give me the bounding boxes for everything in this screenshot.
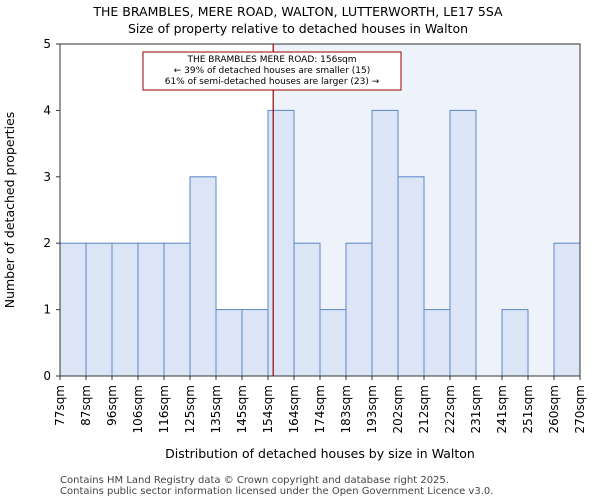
y-tick-label: 0 bbox=[43, 369, 51, 383]
x-tick-label: 231sqm bbox=[469, 385, 483, 433]
x-tick-label: 174sqm bbox=[313, 385, 327, 433]
x-tick-label: 212sqm bbox=[417, 385, 431, 433]
x-tick-label: 106sqm bbox=[131, 385, 145, 433]
bar-96sqm bbox=[111, 242, 139, 377]
bar-154sqm bbox=[267, 109, 295, 377]
y-tick-label: 2 bbox=[43, 236, 51, 250]
footer-line-1: Contains HM Land Registry data © Crown c… bbox=[60, 475, 449, 486]
annotation-line-3: 61% of semi-detached houses are larger (… bbox=[165, 77, 380, 87]
bar-193sqm bbox=[371, 109, 399, 377]
x-tick-label: 154sqm bbox=[261, 385, 275, 433]
y-tick-label: 5 bbox=[43, 37, 51, 51]
chart-subtitle: Size of property relative to detached ho… bbox=[128, 21, 468, 36]
bar-125sqm bbox=[189, 176, 217, 377]
annotation-line-2: ← 39% of detached houses are smaller (15… bbox=[174, 66, 371, 76]
bar-77sqm bbox=[59, 242, 87, 377]
annotation-box: THE BRAMBLES MERE ROAD: 156sqm ← 39% of … bbox=[142, 51, 402, 91]
annotation-line-1: THE BRAMBLES MERE ROAD: 156sqm bbox=[186, 55, 356, 65]
y-axis: 0 1 2 3 4 5 bbox=[43, 37, 60, 383]
footer-line-2: Contains public sector information licen… bbox=[60, 486, 493, 497]
bar-183sqm bbox=[345, 242, 373, 377]
x-tick-label: 125sqm bbox=[183, 385, 197, 433]
bar-135sqm bbox=[215, 309, 243, 377]
y-axis-label: Number of detached properties bbox=[2, 112, 17, 309]
x-tick-label: 145sqm bbox=[235, 385, 249, 433]
bar-145sqm bbox=[241, 309, 269, 377]
x-tick-label: 222sqm bbox=[443, 385, 457, 433]
bar-222sqm bbox=[449, 109, 477, 377]
bars-group bbox=[59, 109, 581, 377]
bar-164sqm bbox=[293, 242, 321, 377]
x-tick-label: 193sqm bbox=[365, 385, 379, 433]
x-axis-label: Distribution of detached houses by size … bbox=[165, 446, 475, 461]
x-tick-label: 202sqm bbox=[391, 385, 405, 433]
bar-212sqm bbox=[423, 309, 451, 377]
x-tick-label: 164sqm bbox=[287, 385, 301, 433]
x-tick-label: 241sqm bbox=[495, 385, 509, 433]
bar-241sqm bbox=[501, 309, 529, 377]
x-tick-label: 96sqm bbox=[105, 385, 119, 426]
x-tick-label: 270sqm bbox=[573, 385, 587, 433]
bar-87sqm bbox=[85, 242, 113, 377]
chart-title: THE BRAMBLES, MERE ROAD, WALTON, LUTTERW… bbox=[92, 4, 503, 19]
x-tick-label: 135sqm bbox=[209, 385, 223, 433]
annotation-frame bbox=[142, 51, 402, 91]
x-tick-label: 116sqm bbox=[157, 385, 171, 433]
bar-174sqm bbox=[319, 309, 347, 377]
x-tick-label: 183sqm bbox=[339, 385, 353, 433]
y-tick-label: 1 bbox=[43, 303, 51, 317]
y-tick-label: 4 bbox=[43, 103, 51, 117]
bar-106sqm bbox=[137, 242, 165, 377]
x-tick-label: 87sqm bbox=[79, 385, 93, 426]
bar-260sqm bbox=[553, 242, 581, 377]
x-tick-label: 260sqm bbox=[547, 385, 561, 433]
x-axis: 77sqm 87sqm 96sqm 106sqm 116sqm 125sqm 135sqm 1… bbox=[53, 376, 587, 433]
bar-202sqm bbox=[397, 176, 425, 377]
x-tick-label: 77sqm bbox=[53, 385, 67, 426]
bar-116sqm bbox=[163, 242, 191, 377]
y-tick-label: 3 bbox=[43, 170, 51, 184]
x-tick-label: 251sqm bbox=[521, 385, 535, 433]
